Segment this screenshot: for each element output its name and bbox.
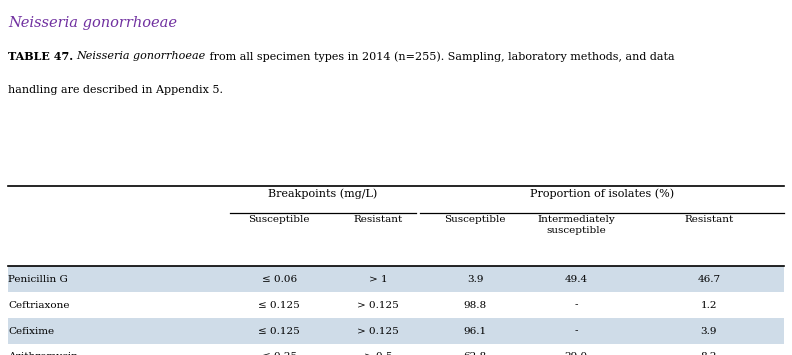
Text: ≤ 0.25: ≤ 0.25 xyxy=(261,353,297,355)
Text: Intermediately
susceptible: Intermediately susceptible xyxy=(537,215,615,235)
Bar xyxy=(8,266,784,292)
Text: Cefixime: Cefixime xyxy=(8,327,54,335)
Text: 46.7: 46.7 xyxy=(697,275,721,284)
Text: 96.1: 96.1 xyxy=(463,327,487,335)
Text: Neisseria gonorrhoeae: Neisseria gonorrhoeae xyxy=(77,51,206,61)
Text: from all specimen types in 2014 (n=255). Sampling, laboratory methods, and data: from all specimen types in 2014 (n=255).… xyxy=(206,51,675,62)
Text: Azithromycin: Azithromycin xyxy=(8,353,78,355)
Text: ≤ 0.06: ≤ 0.06 xyxy=(261,275,297,284)
Text: ≤ 0.125: ≤ 0.125 xyxy=(258,327,300,335)
Text: ≤ 0.125: ≤ 0.125 xyxy=(258,301,300,310)
Text: Ceftriaxone: Ceftriaxone xyxy=(8,301,70,310)
Text: > 1: > 1 xyxy=(369,275,387,284)
Bar xyxy=(8,292,784,318)
Text: Proportion of isolates (%): Proportion of isolates (%) xyxy=(530,188,674,199)
Text: 3.9: 3.9 xyxy=(701,327,717,335)
Text: Susceptible: Susceptible xyxy=(444,215,506,224)
Text: > 0.125: > 0.125 xyxy=(357,327,399,335)
Text: 3.9: 3.9 xyxy=(467,275,483,284)
Text: > 0.5: > 0.5 xyxy=(364,353,392,355)
Text: handling are described in Appendix 5.: handling are described in Appendix 5. xyxy=(8,85,223,95)
Text: Breakpoints (mg/L): Breakpoints (mg/L) xyxy=(268,188,377,199)
Bar xyxy=(8,344,784,355)
Text: Resistant: Resistant xyxy=(353,215,403,224)
Text: -: - xyxy=(574,301,578,310)
Text: 8.2: 8.2 xyxy=(701,353,717,355)
Text: 29.0: 29.0 xyxy=(565,353,588,355)
Text: > 0.125: > 0.125 xyxy=(357,301,399,310)
Text: Penicillin G: Penicillin G xyxy=(8,275,68,284)
Text: Susceptible: Susceptible xyxy=(249,215,310,224)
Text: -: - xyxy=(574,327,578,335)
Text: 1.2: 1.2 xyxy=(701,301,717,310)
Text: Resistant: Resistant xyxy=(684,215,733,224)
Text: TABLE 47.: TABLE 47. xyxy=(8,51,73,62)
Text: 98.8: 98.8 xyxy=(463,301,487,310)
Text: 62.8: 62.8 xyxy=(463,353,487,355)
Text: Neisseria gonorrhoeae: Neisseria gonorrhoeae xyxy=(8,16,177,30)
Bar xyxy=(8,318,784,344)
Text: 49.4: 49.4 xyxy=(565,275,588,284)
